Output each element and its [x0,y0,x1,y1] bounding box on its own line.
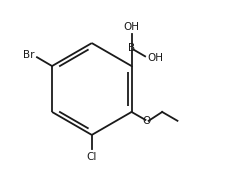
Text: Cl: Cl [86,152,97,162]
Text: OH: OH [123,22,139,32]
Text: O: O [142,116,150,126]
Text: Br: Br [23,50,34,61]
Text: OH: OH [147,53,163,63]
Text: B: B [127,43,135,53]
